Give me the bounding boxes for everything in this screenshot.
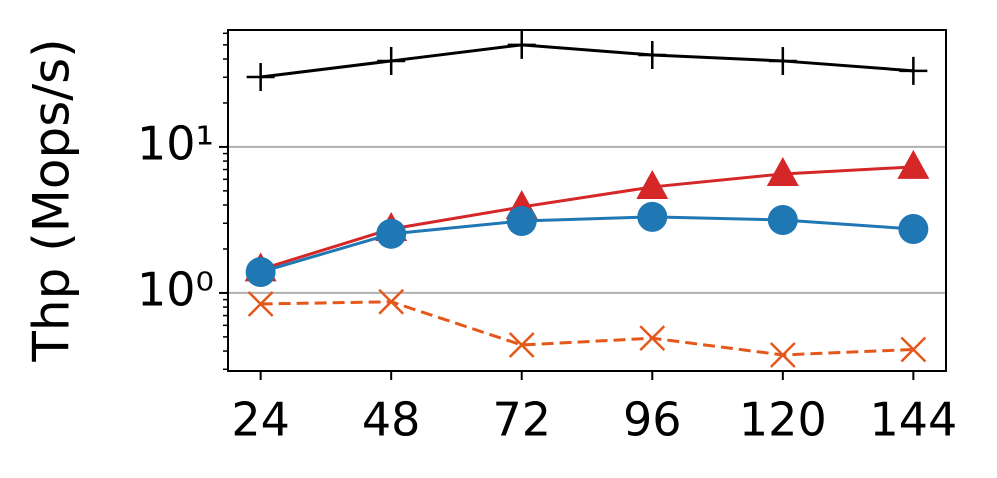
- series-line: [260, 300, 914, 357]
- x-tick-label: 72: [492, 393, 551, 447]
- plot-frame: [227, 29, 947, 372]
- marker: [766, 156, 799, 186]
- marker: [245, 257, 276, 288]
- marker: [247, 291, 274, 317]
- marker: [639, 325, 666, 352]
- marker: [376, 218, 407, 249]
- marker: [378, 288, 405, 315]
- marker: [899, 56, 928, 85]
- marker: [767, 204, 798, 235]
- series-line: [260, 43, 914, 79]
- marker: [769, 342, 796, 368]
- marker: [636, 169, 669, 199]
- x-tick-label: 24: [231, 393, 290, 447]
- marker: [377, 46, 406, 75]
- x-tick-label: 120: [739, 393, 827, 447]
- y-axis-label: Thp (Mops/s): [23, 38, 81, 362]
- marker: [768, 46, 797, 75]
- marker: [637, 201, 668, 232]
- marker: [898, 214, 929, 245]
- x-tick-label: 144: [869, 393, 957, 447]
- series-line: [260, 215, 914, 274]
- marker: [638, 41, 667, 70]
- y-tick-label: 10¹: [137, 116, 214, 170]
- marker: [900, 336, 927, 363]
- x-tick-label: 96: [623, 393, 682, 447]
- marker: [506, 205, 537, 236]
- marker: [897, 149, 930, 179]
- marker: [507, 30, 536, 59]
- marker: [246, 63, 275, 92]
- y-tick-label: 10⁰: [137, 262, 214, 316]
- series-line: [260, 165, 914, 271]
- marker: [508, 332, 535, 358]
- x-tick-label: 48: [362, 393, 421, 447]
